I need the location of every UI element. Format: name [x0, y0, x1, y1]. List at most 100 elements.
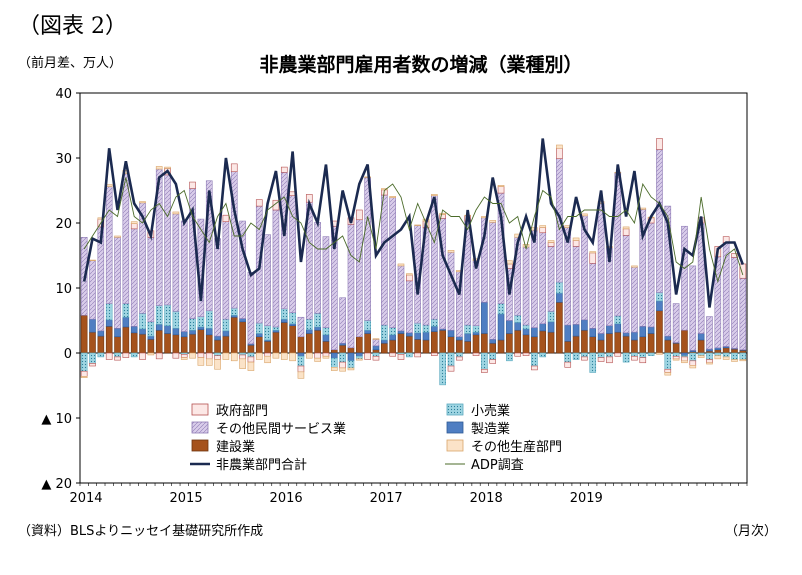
- bar-government-47: [472, 352, 480, 356]
- bar-construction-6: [130, 332, 138, 354]
- bar-manufacturing-7: [139, 328, 146, 335]
- bar-other_goods-15: [205, 358, 213, 366]
- bar-other_goods-53: [522, 244, 530, 248]
- y-tick-label-3: 10: [55, 282, 72, 297]
- bar-government-9: [155, 352, 163, 360]
- bar-other_services-36: [381, 194, 388, 326]
- bar-manufacturing-47: [472, 331, 480, 336]
- legend-label-retail: 小売業: [471, 403, 510, 419]
- bar-other_goods-17: [222, 352, 230, 360]
- bar-retail-61: [589, 352, 597, 373]
- bar-retail-29: [322, 327, 330, 336]
- bar-government-5: [122, 352, 130, 358]
- bar-retail-16: [214, 352, 221, 356]
- bar-government-12: [180, 353, 188, 358]
- bar-other_services-29: [322, 236, 330, 328]
- bar-government-66: [631, 355, 638, 361]
- bar-manufacturing-10: [164, 325, 171, 334]
- bar-other_goods-28: [314, 357, 321, 362]
- bar-retail-42: [431, 318, 438, 327]
- bar-retail-31: [339, 352, 346, 363]
- bar-manufacturing-45: [456, 336, 463, 341]
- bar-construction-74: [697, 339, 705, 354]
- bar-construction-79: [739, 350, 747, 354]
- legend-label-manufacturing: 製造業: [471, 421, 510, 437]
- bar-retail-9: [155, 305, 163, 325]
- bar-other_goods-0: [80, 376, 88, 378]
- bar-other_services-31: [339, 297, 346, 344]
- bar-retail-63: [606, 352, 613, 358]
- bar-retail-62: [597, 352, 605, 358]
- bar-construction-68: [647, 333, 655, 354]
- bar-other_goods-78: [731, 359, 738, 362]
- bar-government-1: [89, 363, 96, 367]
- bar-other_services-61: [589, 262, 597, 329]
- bar-government-29: [322, 352, 330, 357]
- bar-construction-78: [731, 348, 738, 354]
- bar-construction-31: [339, 344, 346, 354]
- bar-other_goods-57: [556, 144, 563, 149]
- bar-manufacturing-4: [114, 327, 121, 338]
- bar-retail-67: [639, 352, 647, 358]
- y-axis: 40 30 20 10 0 ▲ 10 ▲ 20: [41, 87, 80, 492]
- bar-government-78: [731, 253, 738, 258]
- bar-government-70: [664, 368, 672, 373]
- bar-manufacturing-5: [122, 316, 130, 328]
- bar-other_goods-61: [589, 251, 597, 254]
- bar-retail-32: [347, 360, 355, 369]
- bar-construction-15: [205, 334, 213, 354]
- legend-label-adp: ADP調査: [471, 458, 524, 473]
- bar-other_services-23: [272, 209, 280, 328]
- bar-retail-44: [447, 352, 455, 367]
- bar-other_services-5: [122, 173, 130, 304]
- bar-government-67: [639, 357, 647, 364]
- bar-manufacturing-55: [539, 323, 547, 332]
- bar-retail-66: [631, 352, 638, 357]
- bar-government-52: [514, 352, 522, 357]
- bar-other_services-56: [547, 246, 555, 312]
- bar-other_goods-56: [547, 240, 555, 243]
- bar-other_services-47: [472, 260, 480, 327]
- bar-other_goods-22: [264, 355, 271, 364]
- bar-manufacturing-21: [255, 333, 263, 338]
- bar-government-57: [556, 147, 563, 159]
- bar-government-50: [497, 186, 505, 194]
- bar-retail-33: [355, 355, 363, 360]
- bar-government-6: [130, 223, 138, 230]
- bar-retail-6: [130, 352, 138, 358]
- bar-other_goods-49: [489, 220, 497, 223]
- bar-manufacturing-40: [414, 332, 421, 340]
- plot-frame: [79, 92, 748, 484]
- bar-manufacturing-58: [564, 324, 572, 342]
- bar-other_services-53: [522, 246, 530, 326]
- bar-construction-21: [255, 336, 263, 354]
- bar-government-42: [431, 352, 438, 356]
- bar-other_services-6: [130, 228, 138, 327]
- bar-government-61: [589, 252, 597, 264]
- bar-other_goods-44: [447, 250, 455, 253]
- bar-manufacturing-72: [681, 352, 688, 356]
- bar-retail-77: [722, 352, 730, 358]
- bar-construction-35: [372, 349, 380, 354]
- bar-other_goods-23: [272, 352, 280, 359]
- bar-other_goods-25: [289, 352, 296, 362]
- x-tick-label-3: 2017: [370, 491, 403, 506]
- bar-construction-72: [681, 329, 688, 354]
- bar-manufacturing-17: [222, 330, 230, 337]
- bar-retail-2: [97, 352, 105, 358]
- bar-construction-39: [406, 335, 413, 354]
- bar-manufacturing-66: [631, 331, 638, 341]
- bar-other_goods-37: [389, 196, 396, 198]
- bar-retail-76: [714, 352, 722, 356]
- bar-manufacturing-27: [305, 329, 313, 334]
- bar-construction-26: [297, 336, 305, 354]
- bar-retail-15: [205, 310, 213, 329]
- bar-government-55: [539, 227, 547, 234]
- bar-retail-25: [289, 312, 296, 325]
- bar-manufacturing-74: [697, 333, 705, 341]
- bar-construction-16: [214, 339, 221, 354]
- plot-border: [79, 92, 748, 484]
- bar-other_services-1: [89, 260, 96, 320]
- bar-government-20: [247, 356, 255, 363]
- bar-manufacturing-13: [189, 329, 196, 335]
